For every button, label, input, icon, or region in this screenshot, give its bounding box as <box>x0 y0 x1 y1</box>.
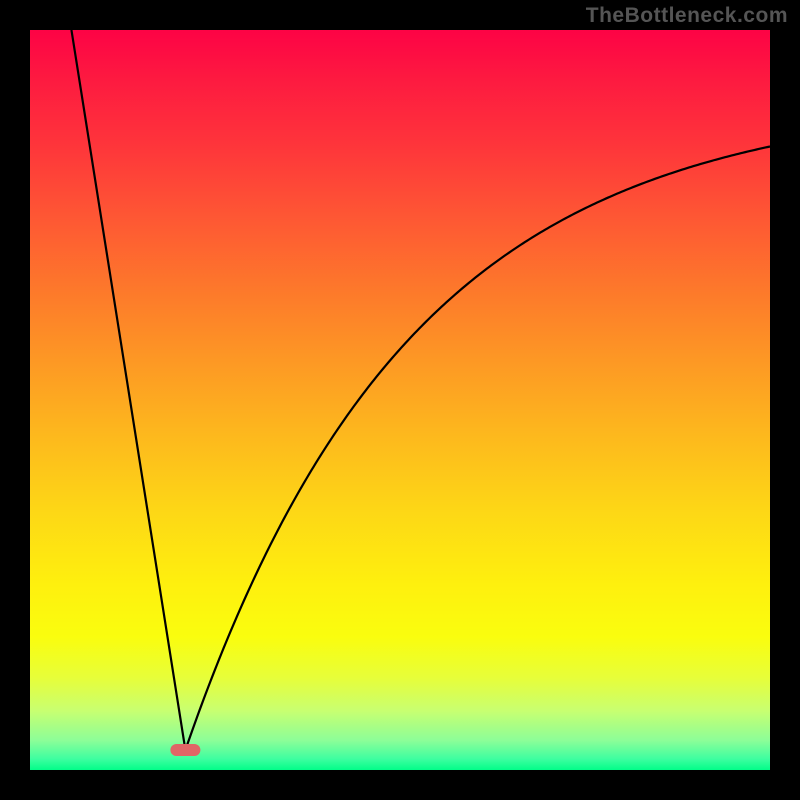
watermark-text: TheBottleneck.com <box>586 4 788 28</box>
plot-area <box>30 30 770 770</box>
optimal-point-marker <box>170 744 200 756</box>
